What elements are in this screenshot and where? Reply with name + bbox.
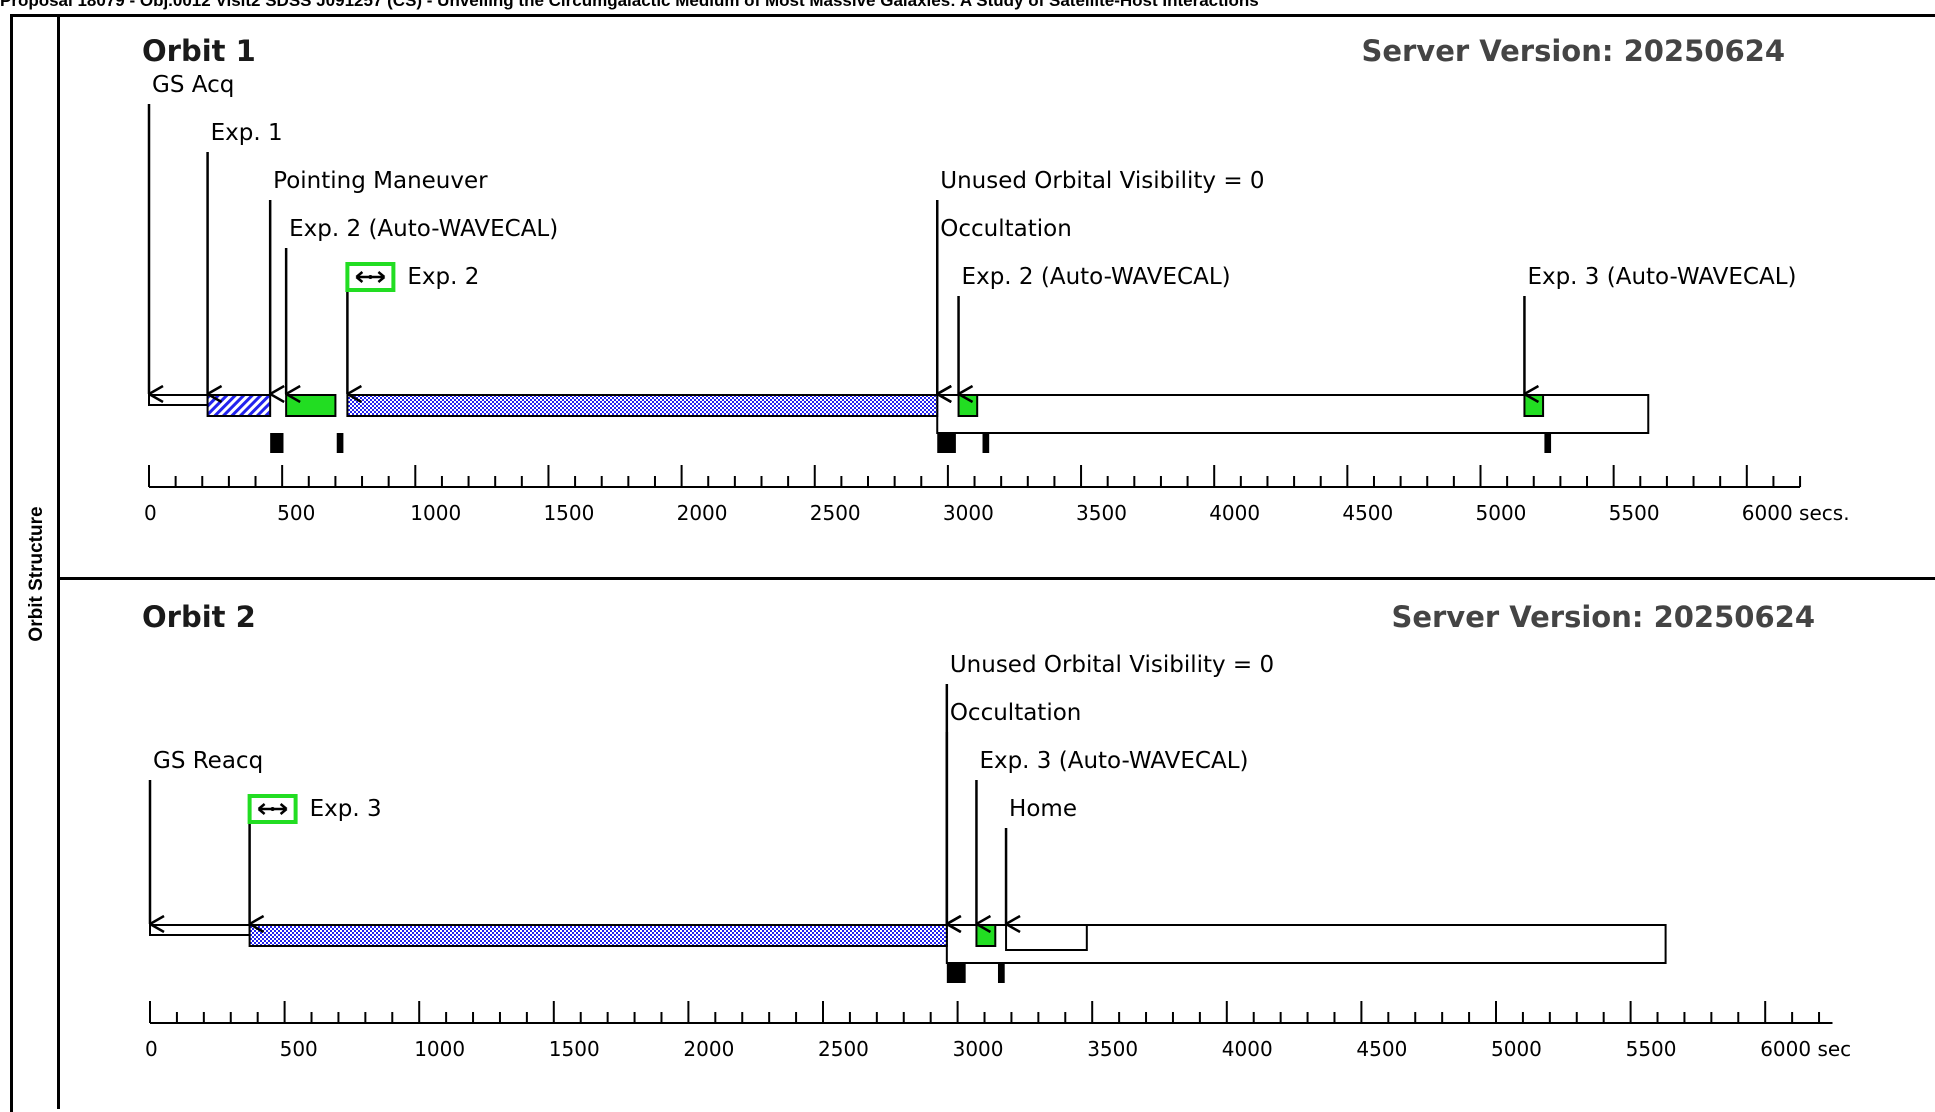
axis-tick-label: 3500 [1076, 501, 1127, 525]
occultation-marker [1544, 433, 1552, 453]
hatched-exposure-segment [206, 394, 272, 417]
dither-icon-box [345, 262, 396, 292]
orbit-divider [60, 577, 1935, 580]
axis-tick-label: 2000 [683, 1037, 734, 1061]
event-label: Unused Orbital Visibility = 0 [950, 652, 1274, 678]
home-box [1005, 924, 1088, 951]
wavecal-exposure-segment [957, 394, 979, 417]
event-label: Occultation [950, 700, 1082, 726]
axis-tick-label: 2500 [810, 501, 861, 525]
axis-tick-label: 3000 [943, 501, 994, 525]
dithered-exposure-segment [346, 394, 939, 417]
event-label: Exp. 3 [310, 796, 382, 822]
event-label: GS Acq [152, 72, 234, 98]
axis-tick-label: 2000 [677, 501, 728, 525]
occultation-marker [982, 433, 990, 453]
axis-tick-label: 4000 [1222, 1037, 1273, 1061]
axis-tick-label: 3000 [953, 1037, 1004, 1061]
axis-tick-label: 4000 [1209, 501, 1260, 525]
axis-tick-label: 1000 [414, 1037, 465, 1061]
axis-tick-label: 5500 [1626, 1037, 1677, 1061]
dithered-exposure-segment [248, 924, 948, 947]
event-label: Home [1009, 796, 1077, 822]
axis-tick-label: 3500 [1087, 1037, 1138, 1061]
axis-tick-label: 0 [145, 1037, 158, 1061]
event-label: Exp. 3 (Auto-WAVECAL) [979, 748, 1248, 774]
dither-icon [247, 794, 298, 824]
server-version: Server Version: 20250624 [1361, 34, 1785, 68]
orbit-1-panel: Orbit 1 Server Version: 20250624 GS Acq Exp… [60, 17, 1935, 577]
occultation-marker [946, 963, 966, 983]
axis-tick-label: 500 [277, 501, 315, 525]
axis-tick-label: 500 [280, 1037, 318, 1061]
occultation-marker [937, 433, 956, 453]
axis-tick-label: 4500 [1342, 501, 1393, 525]
axis-tick-label: 6000 secs. [1742, 501, 1850, 525]
event-label: Pointing Maneuver [273, 168, 488, 194]
occultation-marker [270, 433, 284, 453]
server-version: Server Version: 20250624 [1391, 600, 1815, 634]
axis-tick-label: 1500 [549, 1037, 600, 1061]
orbit-title: Orbit 2 [142, 600, 256, 634]
occultation-marker [997, 963, 1005, 983]
axis-tick-label: 5000 [1491, 1037, 1542, 1061]
event-label: Occultation [940, 216, 1072, 242]
axis-tick-label: 5000 [1476, 501, 1527, 525]
wavecal-exposure-segment [285, 394, 337, 417]
event-label: Exp. 1 [211, 120, 283, 146]
event-label: Unused Orbital Visibility = 0 [940, 168, 1264, 194]
event-label: Exp. 2 (Auto-WAVECAL) [289, 216, 558, 242]
page-header: Proposal 18079 - Obj.0012 Visit2 SDSS J0… [0, 0, 1935, 12]
axis-tick-label: 5500 [1609, 501, 1660, 525]
dither-dot [368, 275, 373, 279]
sidebar: Orbit Structure [13, 17, 60, 1109]
wavecal-exposure-segment [1523, 394, 1545, 417]
dither-icon [345, 262, 396, 292]
axis-tick-label: 4500 [1356, 1037, 1407, 1061]
dither-dot [270, 807, 275, 811]
orbit-title: Orbit 1 [142, 34, 256, 68]
orbit-2-diagram: Orbit 2 Server Version: 20250624 Unused Or… [142, 600, 1851, 1061]
event-label: Exp. 3 (Auto-WAVECAL) [1527, 264, 1796, 290]
wavecal-exposure-segment [975, 924, 997, 947]
occultation-marker [336, 433, 344, 453]
page-header-text: Proposal 18079 - Obj.0012 Visit2 SDSS J0… [0, 0, 1259, 10]
orbit-2-panel: Orbit 2 Server Version: 20250624 Unused Or… [60, 580, 1935, 1109]
guide-star-segment [149, 924, 251, 936]
orbit-1-diagram: Orbit 1 Server Version: 20250624 GS Acq Exp… [142, 34, 1850, 525]
axis-tick-label: 6000 sec [1760, 1037, 1851, 1061]
axis-tick-label: 0 [144, 501, 157, 525]
axis-tick-label: 1000 [410, 501, 461, 525]
event-label: Exp. 2 (Auto-WAVECAL) [962, 264, 1231, 290]
orbit-structure-frame [10, 14, 1935, 1112]
event-label: Exp. 2 [407, 264, 479, 290]
sidebar-label: Orbit Structure [26, 506, 47, 642]
axis-tick-label: 1500 [543, 501, 594, 525]
axis-tick-label: 2500 [818, 1037, 869, 1061]
event-label: GS Reacq [153, 748, 263, 774]
guide-star-segment [148, 394, 209, 406]
